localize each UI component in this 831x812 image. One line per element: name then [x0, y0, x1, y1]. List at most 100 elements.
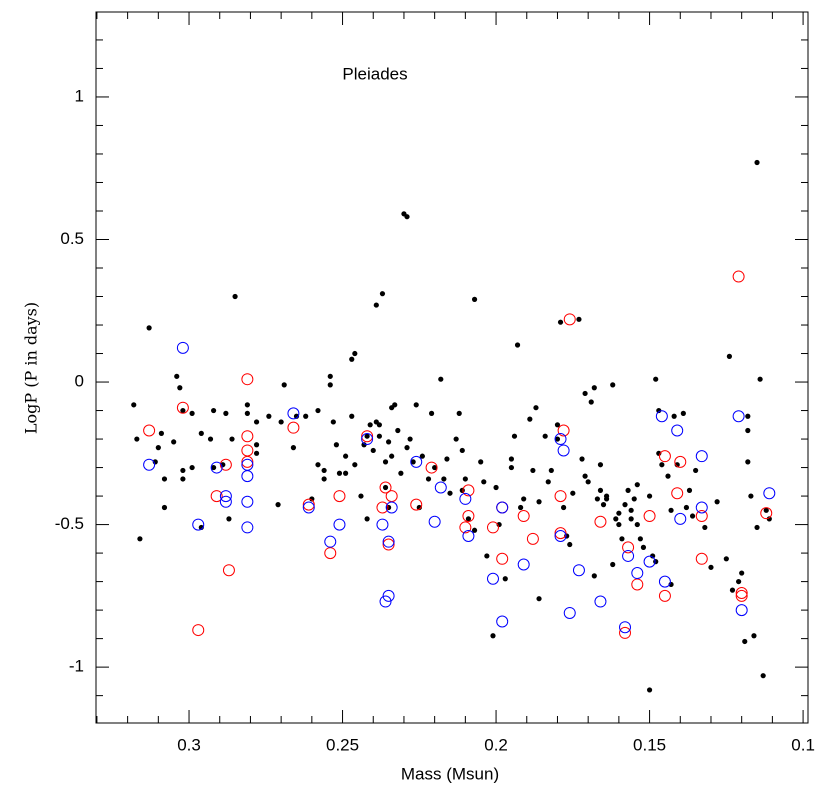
point	[591, 573, 597, 579]
point	[591, 385, 597, 391]
point	[674, 455, 687, 468]
point	[382, 538, 395, 551]
point	[514, 342, 521, 348]
point	[253, 450, 260, 456]
point	[361, 442, 367, 448]
point	[610, 561, 616, 568]
point	[361, 433, 374, 446]
point	[293, 413, 300, 419]
point	[754, 524, 760, 531]
point	[502, 576, 508, 582]
point	[349, 413, 355, 419]
point	[658, 450, 671, 463]
point	[554, 527, 567, 540]
point	[695, 510, 708, 523]
point	[395, 427, 401, 434]
point	[745, 413, 751, 419]
point	[631, 578, 644, 591]
point	[189, 410, 195, 416]
y-tick-label: -1	[69, 657, 84, 676]
point	[508, 464, 515, 471]
point	[309, 496, 315, 502]
point	[653, 376, 659, 382]
point	[572, 564, 585, 577]
point	[518, 504, 524, 511]
point	[146, 325, 152, 331]
point	[683, 504, 690, 511]
point	[619, 536, 625, 542]
point	[210, 464, 217, 471]
point	[646, 493, 653, 499]
point	[462, 484, 475, 497]
point	[241, 458, 254, 471]
plot-frame	[95, 11, 809, 724]
point	[410, 459, 416, 465]
point	[425, 476, 432, 482]
point	[496, 501, 509, 514]
point	[655, 410, 668, 423]
point	[530, 467, 536, 474]
point	[275, 502, 281, 508]
point	[634, 521, 640, 528]
point	[222, 564, 235, 577]
point	[496, 552, 509, 565]
point	[376, 501, 389, 514]
point	[597, 487, 604, 493]
point	[561, 504, 567, 511]
point	[729, 587, 736, 593]
point	[478, 459, 484, 465]
point	[557, 444, 570, 457]
point	[176, 401, 189, 414]
point	[517, 558, 530, 571]
point	[594, 595, 607, 608]
point	[444, 456, 450, 462]
point	[229, 436, 235, 442]
point	[392, 402, 398, 408]
point	[189, 464, 195, 471]
point	[527, 416, 533, 422]
point	[413, 402, 419, 408]
point	[336, 470, 343, 476]
point	[376, 422, 382, 428]
point	[643, 510, 656, 523]
point	[174, 373, 180, 379]
point	[382, 535, 395, 548]
point	[389, 453, 395, 459]
point	[398, 470, 404, 476]
point	[198, 430, 204, 436]
point	[582, 390, 588, 397]
point	[702, 524, 708, 531]
point	[385, 490, 398, 503]
point	[161, 476, 168, 482]
point	[382, 589, 395, 602]
point	[315, 462, 321, 468]
x-tick-label: 0.15	[633, 735, 666, 754]
point	[428, 515, 441, 528]
point	[210, 461, 223, 474]
point	[686, 487, 693, 493]
point	[219, 495, 232, 508]
point	[622, 541, 635, 554]
point	[622, 549, 635, 562]
point	[241, 373, 254, 386]
point	[373, 302, 379, 308]
point	[674, 512, 687, 525]
point	[459, 492, 472, 505]
point	[434, 481, 447, 494]
point	[695, 501, 708, 514]
point	[486, 521, 499, 534]
point	[143, 424, 156, 437]
point	[517, 510, 530, 523]
point	[241, 455, 254, 468]
point	[385, 501, 398, 514]
point	[760, 673, 766, 679]
point	[321, 467, 327, 474]
point	[456, 410, 462, 416]
point	[689, 513, 696, 519]
point	[180, 476, 186, 482]
point	[176, 341, 189, 354]
point	[526, 532, 539, 545]
y-tick-label: -0.5	[55, 514, 84, 533]
point	[557, 319, 564, 325]
point	[376, 518, 389, 531]
